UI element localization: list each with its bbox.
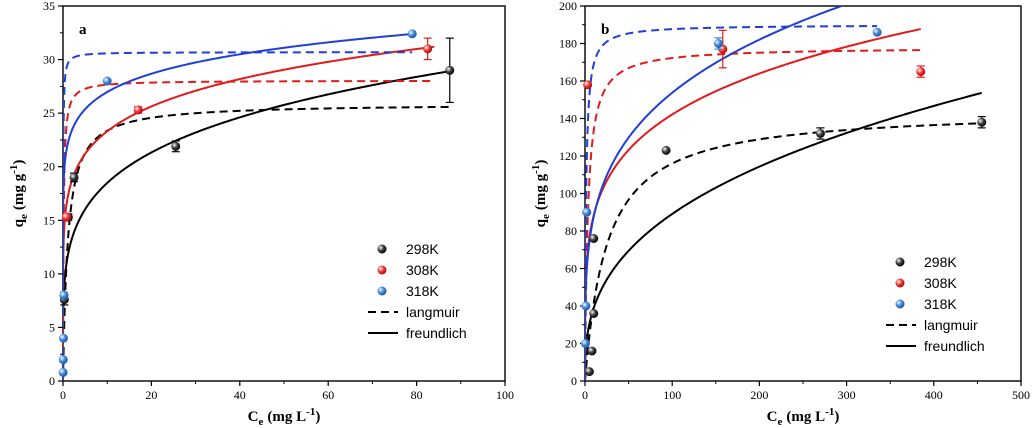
x-tick-label: 200 bbox=[750, 388, 768, 402]
data-point-308K bbox=[916, 67, 926, 77]
data-point-318K bbox=[102, 76, 112, 86]
x-tick-label: 400 bbox=[925, 388, 943, 402]
freundlich-curve-318K bbox=[585, 6, 845, 378]
langmuir-curve-298K bbox=[585, 122, 982, 381]
y-axis-label: qe(mg g-1) bbox=[8, 160, 30, 228]
y-tick-label: 200 bbox=[559, 0, 577, 13]
legend-label-freundlich: freundlich bbox=[406, 325, 467, 341]
data-point-308K bbox=[423, 44, 433, 54]
legend-label-langmuir: langmuir bbox=[406, 304, 460, 320]
legend-label-langmuir: langmuir bbox=[924, 317, 978, 333]
data-point-308K bbox=[133, 105, 143, 115]
y-tick-label: 0 bbox=[49, 374, 55, 388]
data-point-318K bbox=[58, 333, 68, 343]
y-tick-label: 30 bbox=[43, 53, 55, 67]
y-tick-label: 140 bbox=[559, 112, 577, 126]
x-axis-label: Ce (mg L-1) bbox=[767, 406, 840, 428]
langmuir-curve-308K bbox=[63, 79, 435, 381]
data-point-318K bbox=[59, 290, 69, 300]
data-point-298K bbox=[589, 309, 599, 318]
freundlich-curve-318K bbox=[63, 33, 413, 312]
legend-marker-318K bbox=[895, 299, 905, 309]
legend: 298K 308K 318K langmuir freundlich bbox=[886, 254, 985, 354]
x-tick-label: 0 bbox=[582, 388, 588, 402]
x-tick-label: 300 bbox=[838, 388, 856, 402]
legend-label-308K: 308K bbox=[406, 262, 439, 278]
legend-label-308K: 308K bbox=[924, 275, 957, 291]
langmuir-curve-298K bbox=[63, 105, 452, 381]
data-point-298K bbox=[445, 65, 455, 75]
y-tick-label: 10 bbox=[43, 267, 55, 281]
panel-label: a bbox=[79, 22, 87, 38]
data-point-298K bbox=[171, 141, 181, 151]
y-tick-label: 180 bbox=[559, 37, 577, 51]
data-point-298K bbox=[977, 117, 987, 127]
x-axis-label: Ce (mg L-1) bbox=[248, 406, 321, 428]
langmuir-curve-318K bbox=[63, 51, 413, 381]
y-tick-label: 120 bbox=[559, 149, 577, 163]
data-point-318K bbox=[582, 207, 592, 217]
y-axis-label: qe(mg g-1) bbox=[530, 160, 552, 228]
x-tick-label: 100 bbox=[663, 388, 681, 402]
y-tick-label: 20 bbox=[565, 337, 577, 351]
x-tick-label: 500 bbox=[1012, 388, 1030, 402]
freundlich-curve-298K bbox=[585, 91, 983, 381]
x-tick-label: 40 bbox=[234, 388, 246, 402]
y-tick-label: 15 bbox=[43, 213, 55, 227]
legend-label-298K: 298K bbox=[406, 241, 439, 257]
data-point-318K bbox=[713, 39, 723, 48]
legend-label-freundlich: freundlich bbox=[924, 338, 985, 354]
y-tick-label: 0 bbox=[571, 374, 577, 388]
legend-label-318K: 318K bbox=[406, 283, 439, 299]
legend-marker-298K bbox=[895, 257, 905, 267]
x-tick-label: 80 bbox=[411, 388, 423, 402]
y-tick-label: 40 bbox=[565, 299, 577, 313]
legend: 298K 308K 318K langmuir freundlich bbox=[368, 241, 467, 341]
data-point-318K bbox=[580, 339, 590, 348]
data-point-308K bbox=[62, 212, 72, 222]
data-point-318K bbox=[58, 367, 68, 377]
legend-label-318K: 318K bbox=[924, 296, 957, 312]
legend-marker-318K bbox=[377, 286, 387, 296]
y-tick-label: 25 bbox=[43, 106, 55, 120]
data-point-298K bbox=[661, 145, 671, 155]
data-point-318K bbox=[407, 29, 417, 39]
y-tick-label: 160 bbox=[559, 74, 577, 88]
panel-b-chart: 0 100 200 300 400 500 0 20 40 60 80 100 120 140 160 180… bbox=[530, 0, 1030, 428]
x-tick-label: 20 bbox=[145, 388, 157, 402]
panel-label: b bbox=[601, 22, 609, 38]
data-point-298K bbox=[587, 346, 597, 356]
y-tick-label: 5 bbox=[49, 320, 55, 334]
y-tick-label: 35 bbox=[43, 0, 55, 13]
panel-a-chart: 0 20 40 60 80 100 0 5 10 15 20 25 30 35 Ce (mg L-1) qe(m… bbox=[8, 0, 514, 428]
y-tick-label: 80 bbox=[565, 224, 577, 238]
data-point-298K bbox=[815, 129, 825, 138]
data-point-318K bbox=[58, 355, 68, 365]
langmuir-curve-318K bbox=[585, 25, 878, 381]
freundlich-curve-308K bbox=[585, 28, 921, 376]
x-tick-label: 60 bbox=[322, 388, 334, 402]
data-point-318K bbox=[581, 301, 591, 311]
freundlich-curve-298K bbox=[63, 69, 453, 374]
x-tick-label: 0 bbox=[60, 388, 66, 402]
data-point-298K bbox=[69, 172, 79, 182]
data-point-308K bbox=[583, 80, 593, 90]
legend-marker-298K bbox=[377, 244, 387, 254]
legend-marker-308K bbox=[377, 265, 387, 275]
freundlich-curve-308K bbox=[63, 45, 435, 354]
y-tick-label: 20 bbox=[43, 160, 55, 174]
x-tick-label: 100 bbox=[496, 388, 514, 402]
data-point-298K bbox=[584, 367, 594, 377]
y-tick-label: 60 bbox=[565, 262, 577, 276]
legend-marker-308K bbox=[895, 278, 905, 288]
langmuir-curve-308K bbox=[585, 49, 921, 381]
legend-label-298K: 298K bbox=[924, 254, 957, 270]
data-point-298K bbox=[589, 234, 599, 243]
data-point-318K bbox=[872, 27, 882, 37]
y-tick-label: 100 bbox=[559, 187, 577, 201]
